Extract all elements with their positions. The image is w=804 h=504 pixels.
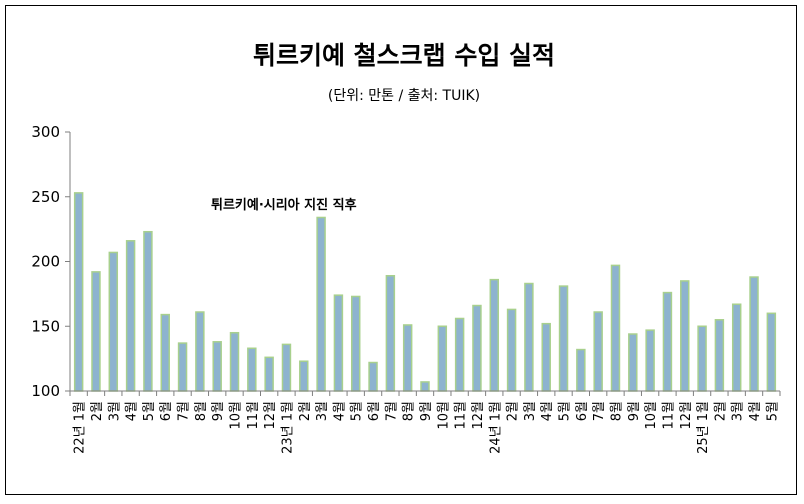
x-tick-label: 7월 (177, 401, 192, 421)
x-tick-label: 8월 (194, 401, 209, 421)
bar (212, 341, 222, 392)
y-tick-label: 200 (31, 253, 60, 271)
bar (714, 319, 725, 392)
bar (91, 271, 101, 392)
x-tick-label: 7월 (592, 401, 607, 421)
x-tick-label: 7월 (384, 401, 399, 421)
bar (541, 322, 551, 392)
bar (454, 317, 465, 392)
bar (125, 240, 136, 392)
x-tick-label: 11월 (661, 401, 676, 430)
bar (368, 361, 378, 392)
x-tick-label: 8월 (402, 401, 417, 421)
x-tick-label: 5월 (142, 401, 157, 421)
bar (662, 291, 673, 392)
bar (749, 276, 759, 392)
x-tick-label: 22년 1월 (73, 401, 88, 454)
bar (177, 342, 188, 392)
bar (680, 280, 690, 392)
x-tick-label: 6월 (575, 401, 590, 421)
bar (160, 313, 170, 392)
bar (472, 304, 482, 392)
x-tick-label: 11월 (454, 401, 469, 430)
y-tick-label: 100 (31, 382, 60, 400)
x-tick-label: 9월 (419, 401, 434, 421)
bar (524, 282, 534, 392)
bar (143, 230, 153, 392)
y-tick-label: 150 (31, 317, 60, 335)
bar (316, 216, 326, 392)
x-tick-label: 12월 (471, 401, 486, 430)
bar (576, 348, 586, 392)
bar (489, 278, 500, 392)
x-tick-label: 10월 (229, 401, 244, 430)
bar (385, 274, 396, 392)
x-tick-label: 3월 (731, 401, 746, 421)
bar (506, 308, 517, 392)
bars (73, 192, 777, 392)
x-tick-label: 4월 (332, 401, 347, 421)
bar (195, 311, 205, 392)
bar (593, 311, 603, 392)
bar (299, 360, 309, 392)
chart-svg: 튀르키예 철스크랩 수입 실적 (단위: 만톤 / 출처: TUIK) 1001… (31, 41, 781, 454)
bar (628, 333, 638, 392)
x-tick-label: 23년 1월 (280, 401, 295, 454)
x-tick-label: 2월 (713, 401, 728, 421)
bar (333, 294, 344, 392)
x-tick-label: 10월 (644, 401, 659, 430)
chart-title: 튀르키예 철스크랩 수입 실적 (253, 41, 555, 70)
bar (73, 192, 84, 392)
x-tick-label: 2월 (298, 401, 313, 421)
x-tick-label: 9월 (211, 401, 226, 421)
bar (420, 381, 430, 392)
x-tick-label: 3월 (107, 401, 122, 421)
bar (402, 324, 413, 392)
x-tick-label: 3월 (523, 401, 538, 421)
bar (108, 251, 119, 392)
x-tick-label: 2월 (90, 401, 105, 421)
x-tick-label: 24년 1월 (488, 401, 503, 454)
x-tick-label: 5월 (558, 401, 573, 421)
annotation-label: 튀르키예·시리아 지진 직후 (211, 197, 357, 213)
bar (264, 356, 274, 392)
bar (229, 331, 240, 392)
x-tick-label: 5월 (765, 401, 780, 421)
chart-subtitle: (단위: 만톤 / 출처: TUIK) (328, 88, 480, 104)
bar (766, 312, 777, 392)
y-tick-label: 300 (31, 123, 60, 141)
y-tick-label: 250 (31, 188, 60, 206)
x-axis: 22년 1월 2월 3월 4월 5월 6월 7월 8월 9월 10월 11월 12월 23년 1월 2월 3… (69, 390, 781, 454)
x-tick-label: 6월 (159, 401, 174, 421)
x-tick-label: 4월 (540, 401, 555, 421)
x-tick-label: 4월 (125, 401, 140, 421)
bar (281, 343, 292, 392)
x-tick-label: 6월 (367, 401, 382, 421)
bar (350, 295, 361, 392)
x-tick-label: 12월 (263, 401, 278, 430)
x-tick-label: 25년 1월 (696, 401, 711, 454)
bar (247, 347, 257, 392)
y-axis: 100 150 200 250 300 (31, 123, 71, 400)
x-tick-label: 4월 (748, 401, 763, 421)
x-tick-label: 11월 (246, 401, 261, 430)
x-tick-label: 10월 (436, 401, 451, 430)
x-tick-label: 2월 (506, 401, 521, 421)
bar (610, 264, 621, 392)
x-tick-label: 8월 (609, 401, 624, 421)
x-tick-label: 9월 (627, 401, 642, 421)
bar (437, 325, 448, 392)
bar (558, 285, 569, 392)
bar (731, 303, 742, 392)
x-tick-label: 5월 (350, 401, 365, 421)
x-tick-label: 3월 (315, 401, 330, 421)
bar (697, 325, 707, 392)
x-tick-label: 12월 (679, 401, 694, 430)
chart-frame: 튀르키예 철스크랩 수입 실적 (단위: 만톤 / 출처: TUIK) 100 1… (5, 5, 797, 495)
bar (645, 329, 655, 392)
